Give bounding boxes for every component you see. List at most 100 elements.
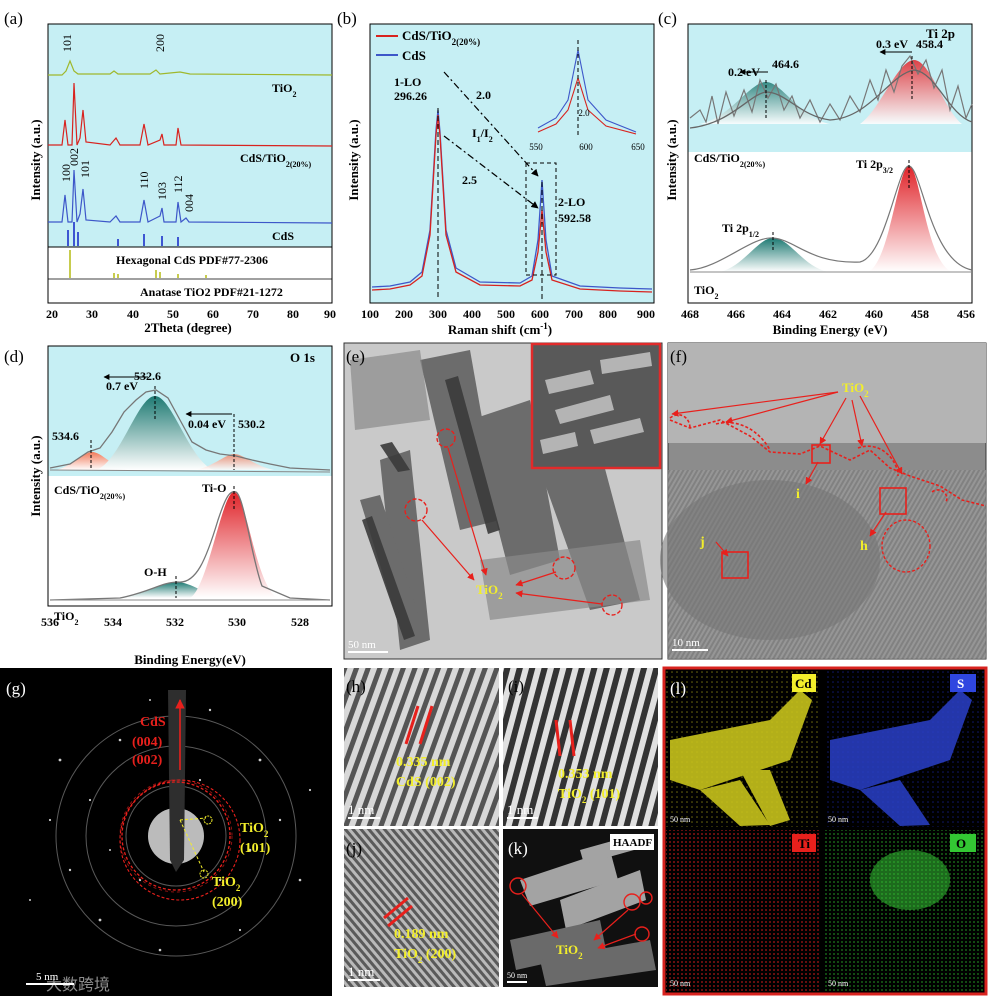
eds-scale-o: 50 nm <box>828 979 849 988</box>
svg-text:900: 900 <box>637 307 655 321</box>
j-phase: TiO2 (200) <box>394 947 457 965</box>
peak1-label: 1-LO <box>394 75 421 89</box>
ti2p-peak-1: 464.6 <box>772 57 799 71</box>
saed-cds-004: (004) <box>132 735 163 750</box>
panel-e-label: (e) <box>346 347 365 366</box>
panel-h-label: (h) <box>346 677 366 696</box>
ti2p-peak-2: 458.4 <box>916 37 943 51</box>
ti2p-title: Ti 2p <box>926 26 955 41</box>
panel-j-fringes: 0.189 nm TiO2 (200) 1 nm (j) <box>344 829 499 987</box>
panel-j-label: (j) <box>346 839 362 858</box>
svg-text:40: 40 <box>127 307 139 321</box>
o1s-bottom-sample: TiO2 <box>54 609 78 627</box>
hrtem-region-i: i <box>796 487 800 502</box>
panel-d-ylabel: Intensity (a.u.) <box>28 435 43 516</box>
i-phase: TiO2 (101) <box>558 787 621 805</box>
panel-l-eds: Cd S Ti O 50 nm 50 nm 50 nm 50 nm (l) <box>662 666 988 996</box>
svg-text:400: 400 <box>463 307 481 321</box>
svg-text:528: 528 <box>291 615 309 629</box>
xrd-label-cds: CdS <box>272 229 294 243</box>
svg-text:600: 600 <box>579 142 593 152</box>
i-d-spacing: 0.353 nm <box>558 767 613 782</box>
panel-k-haadf: HAADF TiO2 50 nm (k) <box>503 829 658 987</box>
svg-text:700: 700 <box>565 307 583 321</box>
panel-b-xlabel: Raman shift (cm-1) <box>448 321 552 337</box>
peak2-label: 2-LO <box>558 195 585 209</box>
o1s-oh: O-H <box>144 565 167 579</box>
cds-peak-103: 103 <box>155 182 169 200</box>
ref-cds-text: Hexagonal CdS PDF#77-2306 <box>116 253 268 267</box>
tem-scale: 50 nm <box>348 639 376 651</box>
panel-d-label: (d) <box>4 347 24 366</box>
saed-cds: CdS <box>140 715 166 730</box>
svg-text:100: 100 <box>361 307 379 321</box>
map-ti <box>666 830 821 992</box>
legend-cds: CdS <box>402 48 426 63</box>
i-scale: 1 nm <box>507 802 533 817</box>
svg-text:458: 458 <box>911 307 929 321</box>
panel-c-ti2p: Ti 2p 0.3 eV 458.4 0.2 eV 464.6 CdS/TiO2… <box>658 9 975 337</box>
panel-a-xlabel: 2Theta (degree) <box>144 320 231 335</box>
svg-text:466: 466 <box>727 307 745 321</box>
cds-peak-004: 004 <box>182 194 196 212</box>
tio2-reference-bars <box>69 250 207 278</box>
svg-text:200: 200 <box>395 307 413 321</box>
panel-f-hrtem: TiO2 i j h 10 nm (f) <box>660 342 987 660</box>
panel-a-xticks: 20 30 40 50 60 70 80 90 <box>46 307 336 321</box>
svg-text:70: 70 <box>247 307 259 321</box>
svg-text:30: 30 <box>86 307 98 321</box>
hrtem-tio2-tag: TiO2 <box>842 380 869 399</box>
o1s-shift-2: 0.04 eV <box>188 417 226 431</box>
svg-text:60: 60 <box>207 307 219 321</box>
panel-b-label: (b) <box>337 9 357 28</box>
ti2p-bottom-sample: TiO2 <box>694 283 718 301</box>
h-d-spacing: 0.335 nm <box>396 755 451 770</box>
svg-text:460: 460 <box>865 307 883 321</box>
ti2p-shift-2: 0.3 eV <box>876 37 908 51</box>
svg-text:600: 600 <box>531 307 549 321</box>
hrtem-region-j: j <box>699 535 705 550</box>
cds-peak-101: 101 <box>78 160 92 178</box>
svg-text:300: 300 <box>429 307 447 321</box>
saed-scale: 5 nm <box>36 971 59 983</box>
h-scale: 1 nm <box>348 802 374 817</box>
o1s-shift-1: 0.7 eV <box>106 379 138 393</box>
tio2-peak-200: 200 <box>153 34 167 52</box>
panel-h-fringes: 0.335 nm CdS (002) 1 nm (h) <box>344 668 499 826</box>
haadf-badge: HAADF <box>613 837 652 849</box>
svg-text:90: 90 <box>324 307 336 321</box>
panel-c-xlabel: Binding Energy (eV) <box>773 322 888 337</box>
panel-g-label: (g) <box>6 679 26 698</box>
haadf-tio2-tag: TiO2 <box>556 942 583 961</box>
svg-text:536: 536 <box>41 615 59 629</box>
panel-d-o1s: O 1s 532.6 0.7 eV 0.04 eV 530.2 534.6 Cd… <box>4 345 333 667</box>
saed-tio2-101-index: (101) <box>240 841 271 856</box>
panel-c-ylabel: Intensity (a.u.) <box>664 119 679 200</box>
panel-e-tem: TiO2 50 nm (e) <box>343 342 663 660</box>
svg-text:20: 20 <box>46 307 58 321</box>
j-d-spacing: 0.189 nm <box>394 927 449 942</box>
haadf-scale: 50 nm <box>507 971 528 980</box>
svg-text:500: 500 <box>497 307 515 321</box>
svg-text:532: 532 <box>166 615 184 629</box>
panel-a-ylabel: Intensity (a.u.) <box>28 119 43 200</box>
saed-tio2-101: TiO2 <box>240 821 269 839</box>
raman-inset: 550 600 650 2.0 <box>529 40 645 152</box>
svg-text:462: 462 <box>819 307 837 321</box>
svg-text:456: 456 <box>957 307 975 321</box>
svg-text:800: 800 <box>599 307 617 321</box>
cds-reference-bars <box>67 222 179 246</box>
tem-tio2-tag: TiO2 <box>476 582 503 601</box>
panel-b-ylabel: Intensity (a.u.) <box>346 119 361 200</box>
panel-a-label: (a) <box>4 9 23 28</box>
eds-scale-ti: 50 nm <box>670 979 691 988</box>
cds-peak-002: 002 <box>67 148 81 166</box>
svg-text:80: 80 <box>287 307 299 321</box>
panel-d-xticks: 536 534 532 530 528 <box>41 615 309 629</box>
cds-peak-112: 112 <box>171 175 185 193</box>
xrd-tio2-curve <box>48 59 333 76</box>
panel-c-xticks: 468 466 464 462 460 458 456 <box>681 307 975 321</box>
o1s-tio: Ti-O <box>202 481 226 495</box>
ratio-2: 2.5 <box>462 173 477 187</box>
